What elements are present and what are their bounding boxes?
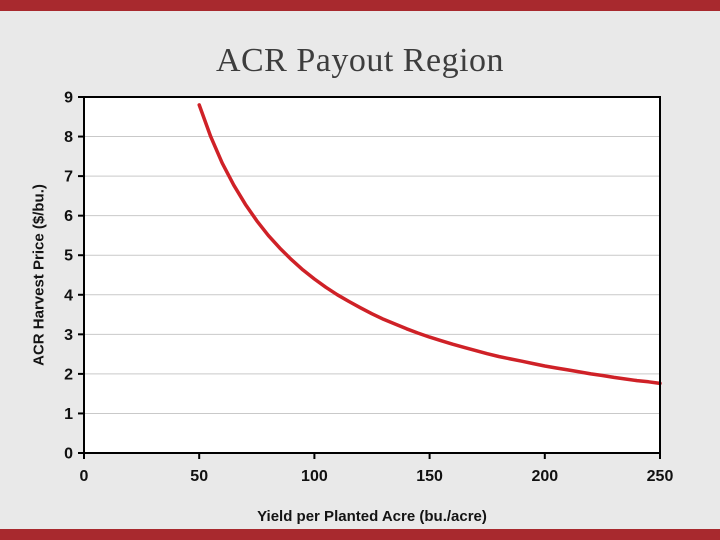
payout-curve [197, 103, 662, 386]
plot-area [84, 97, 660, 453]
y-tick-label: 3 [64, 327, 73, 344]
top-accent-bar [0, 0, 720, 11]
slide-title: ACR Payout Region [215, 42, 505, 79]
x-tick-label: 250 [647, 468, 674, 485]
y-tick-label: 0 [64, 446, 73, 463]
x-axis-title: Yield per Planted Acre (bu./acre) [257, 508, 487, 525]
x-tick-label: 100 [301, 468, 328, 485]
plot-frame [83, 96, 661, 454]
y-tick-label: 8 [64, 129, 73, 146]
x-tick-label: 0 [80, 468, 89, 485]
x-tick-label: 200 [531, 468, 558, 485]
y-tick-label: 1 [64, 406, 73, 423]
y-tick-label: 5 [64, 248, 73, 265]
y-tick-label: 9 [64, 90, 73, 107]
bottom-accent-bar [0, 529, 720, 540]
y-axis-title: ACR Harvest Price ($/bu.) [30, 184, 48, 366]
y-tick-label: 7 [64, 169, 73, 186]
y-tick-label: 4 [64, 287, 73, 304]
x-tick-label: 50 [190, 468, 208, 485]
x-tick-label: 150 [416, 468, 443, 485]
y-tick-label: 2 [64, 366, 73, 383]
y-tick-label: 6 [64, 208, 73, 225]
